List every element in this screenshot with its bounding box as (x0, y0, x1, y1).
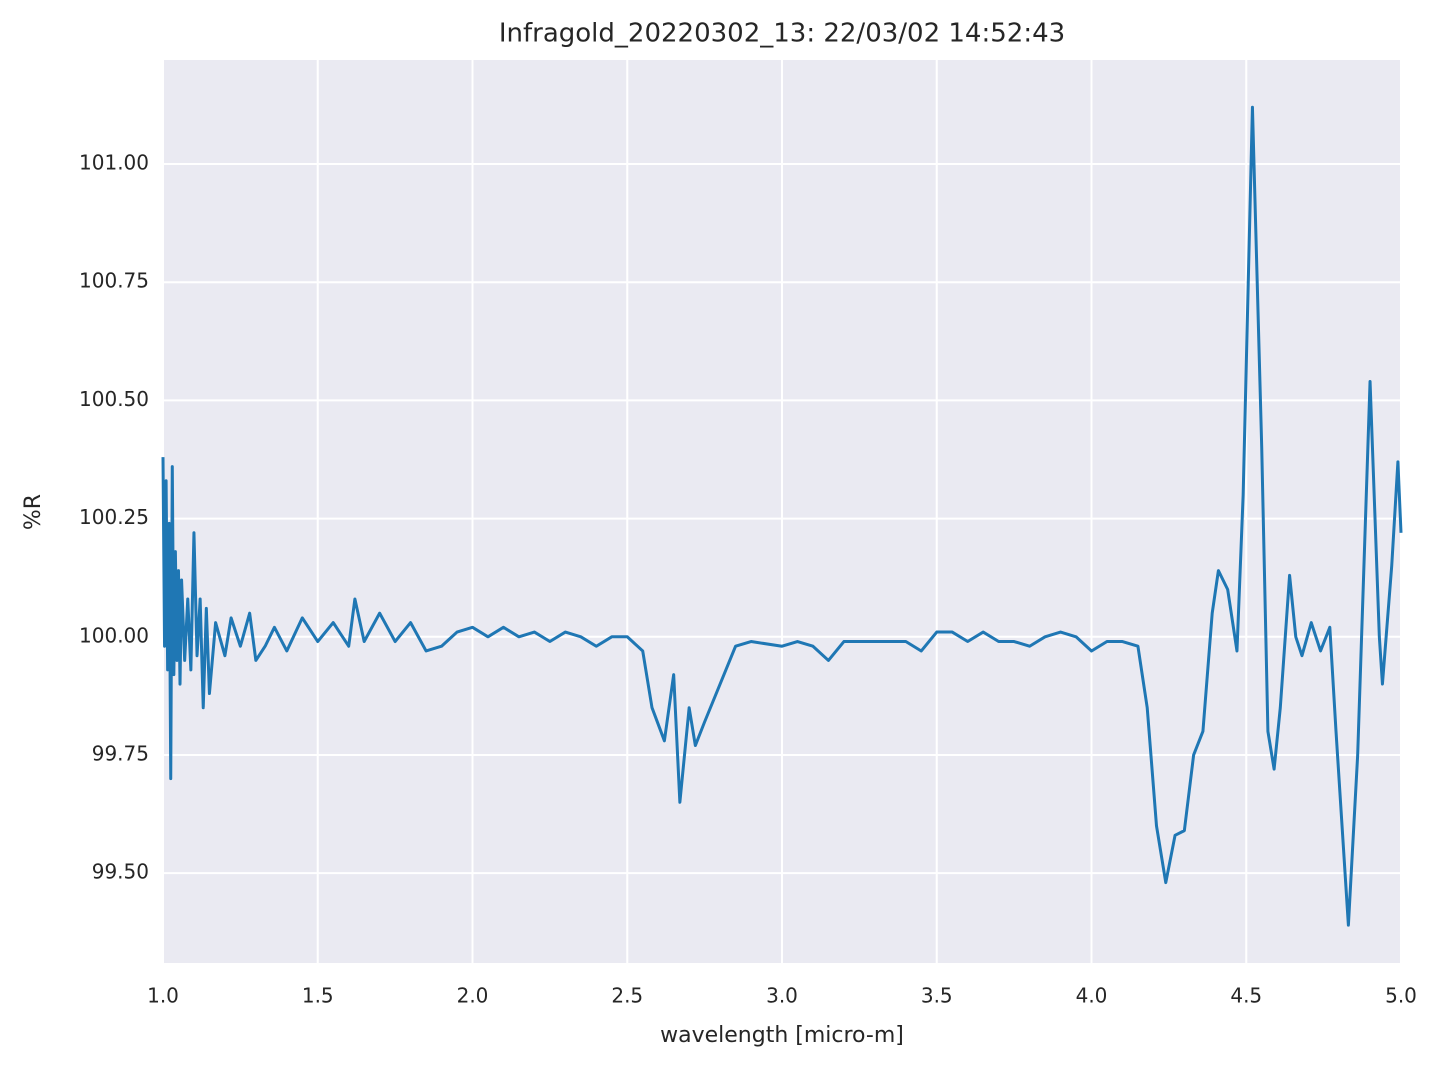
y-tick-label: 100.50 (79, 387, 149, 411)
x-tick-label: 1.0 (147, 984, 179, 1008)
x-tick-label: 3.5 (921, 984, 953, 1008)
y-tick-label: 99.75 (92, 741, 149, 765)
x-tick-label: 2.0 (457, 984, 489, 1008)
y-tick-label: 100.25 (79, 505, 149, 529)
x-tick-label: 4.0 (1076, 984, 1108, 1008)
x-tick-label: 2.5 (611, 984, 643, 1008)
data-line (161, 105, 1403, 927)
y-tick-label: 101.00 (79, 151, 149, 175)
y-tick-label: 99.50 (92, 860, 149, 884)
x-tick-label: 5.0 (1385, 984, 1417, 1008)
x-tick-label: 1.5 (302, 984, 334, 1008)
x-tick-label: 3.0 (766, 984, 798, 1008)
y-axis-label: %R (21, 494, 46, 530)
x-tick-label: 4.5 (1230, 984, 1262, 1008)
x-axis-label: wavelength [micro-m] (660, 1023, 904, 1048)
y-tick-label: 100.00 (79, 623, 149, 647)
chart-title: Infragold_20220302_13: 22/03/02 14:52:43 (499, 19, 1065, 49)
y-tick-label: 100.75 (79, 269, 149, 293)
